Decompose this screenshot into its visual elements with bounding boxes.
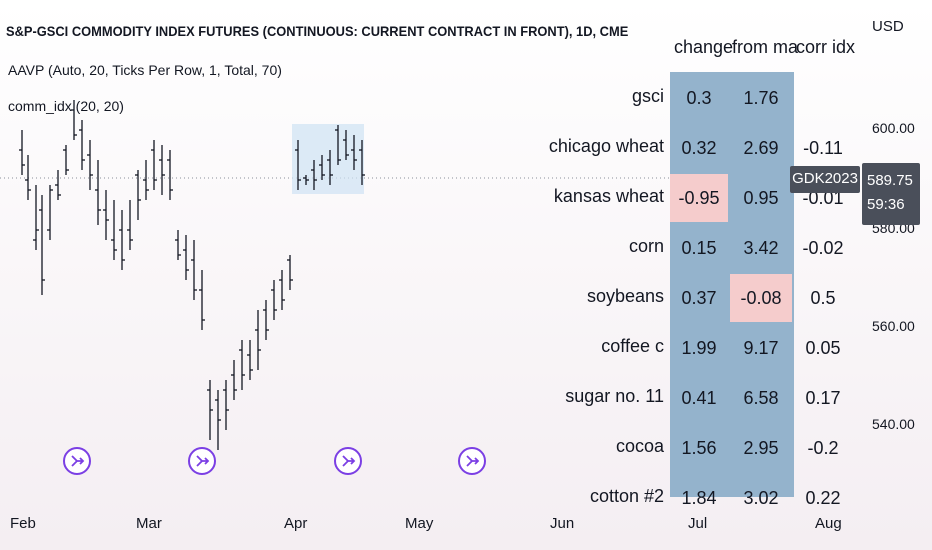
indicator-comm-idx[interactable]: comm_idx (20, 20)	[8, 98, 124, 114]
cell-change: 1.56	[681, 438, 717, 458]
time-label: Apr	[284, 515, 308, 532]
cell-corr-idx	[796, 74, 850, 122]
row-label: cocoa	[615, 436, 664, 456]
row-label: gsci	[631, 86, 664, 106]
price-label: 560.00	[872, 318, 915, 334]
header-from-ma: from ma	[732, 37, 799, 57]
ohlc-bars	[19, 100, 365, 450]
cell-corr-idx: 0.22	[805, 488, 841, 508]
header-corr-idx: corr idx	[796, 37, 856, 57]
price-axis[interactable]: 600.00 580.00 560.00 540.00	[860, 0, 932, 510]
cell-change: 1.99	[681, 338, 717, 358]
chart-title: S&P-GSCI COMMODITY INDEX FUTURES (CONTIN…	[6, 23, 629, 39]
cell-from-ma: 0.95	[743, 188, 779, 208]
cell-change: 0.15	[681, 238, 717, 258]
cell-corr-idx: 0.5	[810, 288, 836, 308]
cell-from-ma: 9.17	[743, 338, 779, 358]
event-icon[interactable]	[63, 447, 91, 475]
last-price-tag: 589.75 59:36	[862, 163, 920, 225]
time-label: Jul	[688, 515, 708, 532]
price-chart[interactable]	[0, 0, 860, 510]
cell-from-ma: -0.08	[730, 274, 792, 322]
cell-from-ma: 2.95	[743, 438, 779, 458]
event-icon[interactable]	[188, 447, 216, 475]
cell-change: 1.84	[681, 488, 717, 508]
row-label: cotton #2	[589, 486, 664, 506]
row-label: kansas wheat	[553, 186, 664, 206]
cell-corr-idx: 0.05	[805, 338, 841, 358]
time-label: Mar	[136, 515, 162, 532]
event-icon[interactable]	[458, 447, 486, 475]
cell-from-ma: 2.69	[743, 138, 779, 158]
time-label: May	[405, 515, 434, 532]
cell-change: 0.3	[686, 88, 712, 108]
row-label: sugar no. 11	[565, 386, 664, 406]
event-icon[interactable]	[334, 447, 362, 475]
cell-corr-idx: 0.17	[805, 388, 841, 408]
header-change: change	[674, 37, 734, 57]
time-label: Aug	[815, 515, 842, 532]
row-label: corn	[628, 236, 664, 256]
cell-from-ma: 6.58	[743, 388, 779, 408]
bar-countdown: 59:36	[867, 196, 905, 213]
cell-change: 0.32	[681, 138, 717, 158]
selection-highlight	[292, 124, 364, 194]
time-axis[interactable]: Feb Mar Apr May Jun Jul Aug	[0, 510, 932, 550]
cell-change: 0.37	[681, 288, 717, 308]
time-label: Feb	[10, 515, 36, 532]
cell-change: 0.41	[681, 388, 717, 408]
row-label: coffee c	[601, 336, 664, 356]
cell-corr-idx: -0.02	[802, 238, 844, 258]
cell-corr-idx: -0.11	[803, 138, 843, 158]
currency-label: USD	[872, 18, 904, 35]
cell-corr-idx: -0.2	[807, 438, 839, 458]
last-price-value: 589.75	[867, 172, 913, 189]
cell-change: -0.95	[670, 174, 728, 222]
cell-from-ma: 1.76	[743, 88, 779, 108]
cell-corr-idx: -0.01	[802, 188, 844, 208]
symbol-tag: GDK2023	[790, 166, 860, 193]
price-label: 600.00	[872, 120, 915, 136]
row-label: soybeans	[586, 286, 664, 306]
time-label: Jun	[550, 515, 575, 532]
cell-from-ma: 3.42	[743, 238, 779, 258]
cell-from-ma: 3.02	[743, 488, 779, 508]
indicator-aavp[interactable]: AAVP (Auto, 20, Ticks Per Row, 1, Total,…	[8, 62, 282, 78]
price-label: 540.00	[872, 416, 915, 432]
row-label: chicago wheat	[548, 136, 664, 156]
